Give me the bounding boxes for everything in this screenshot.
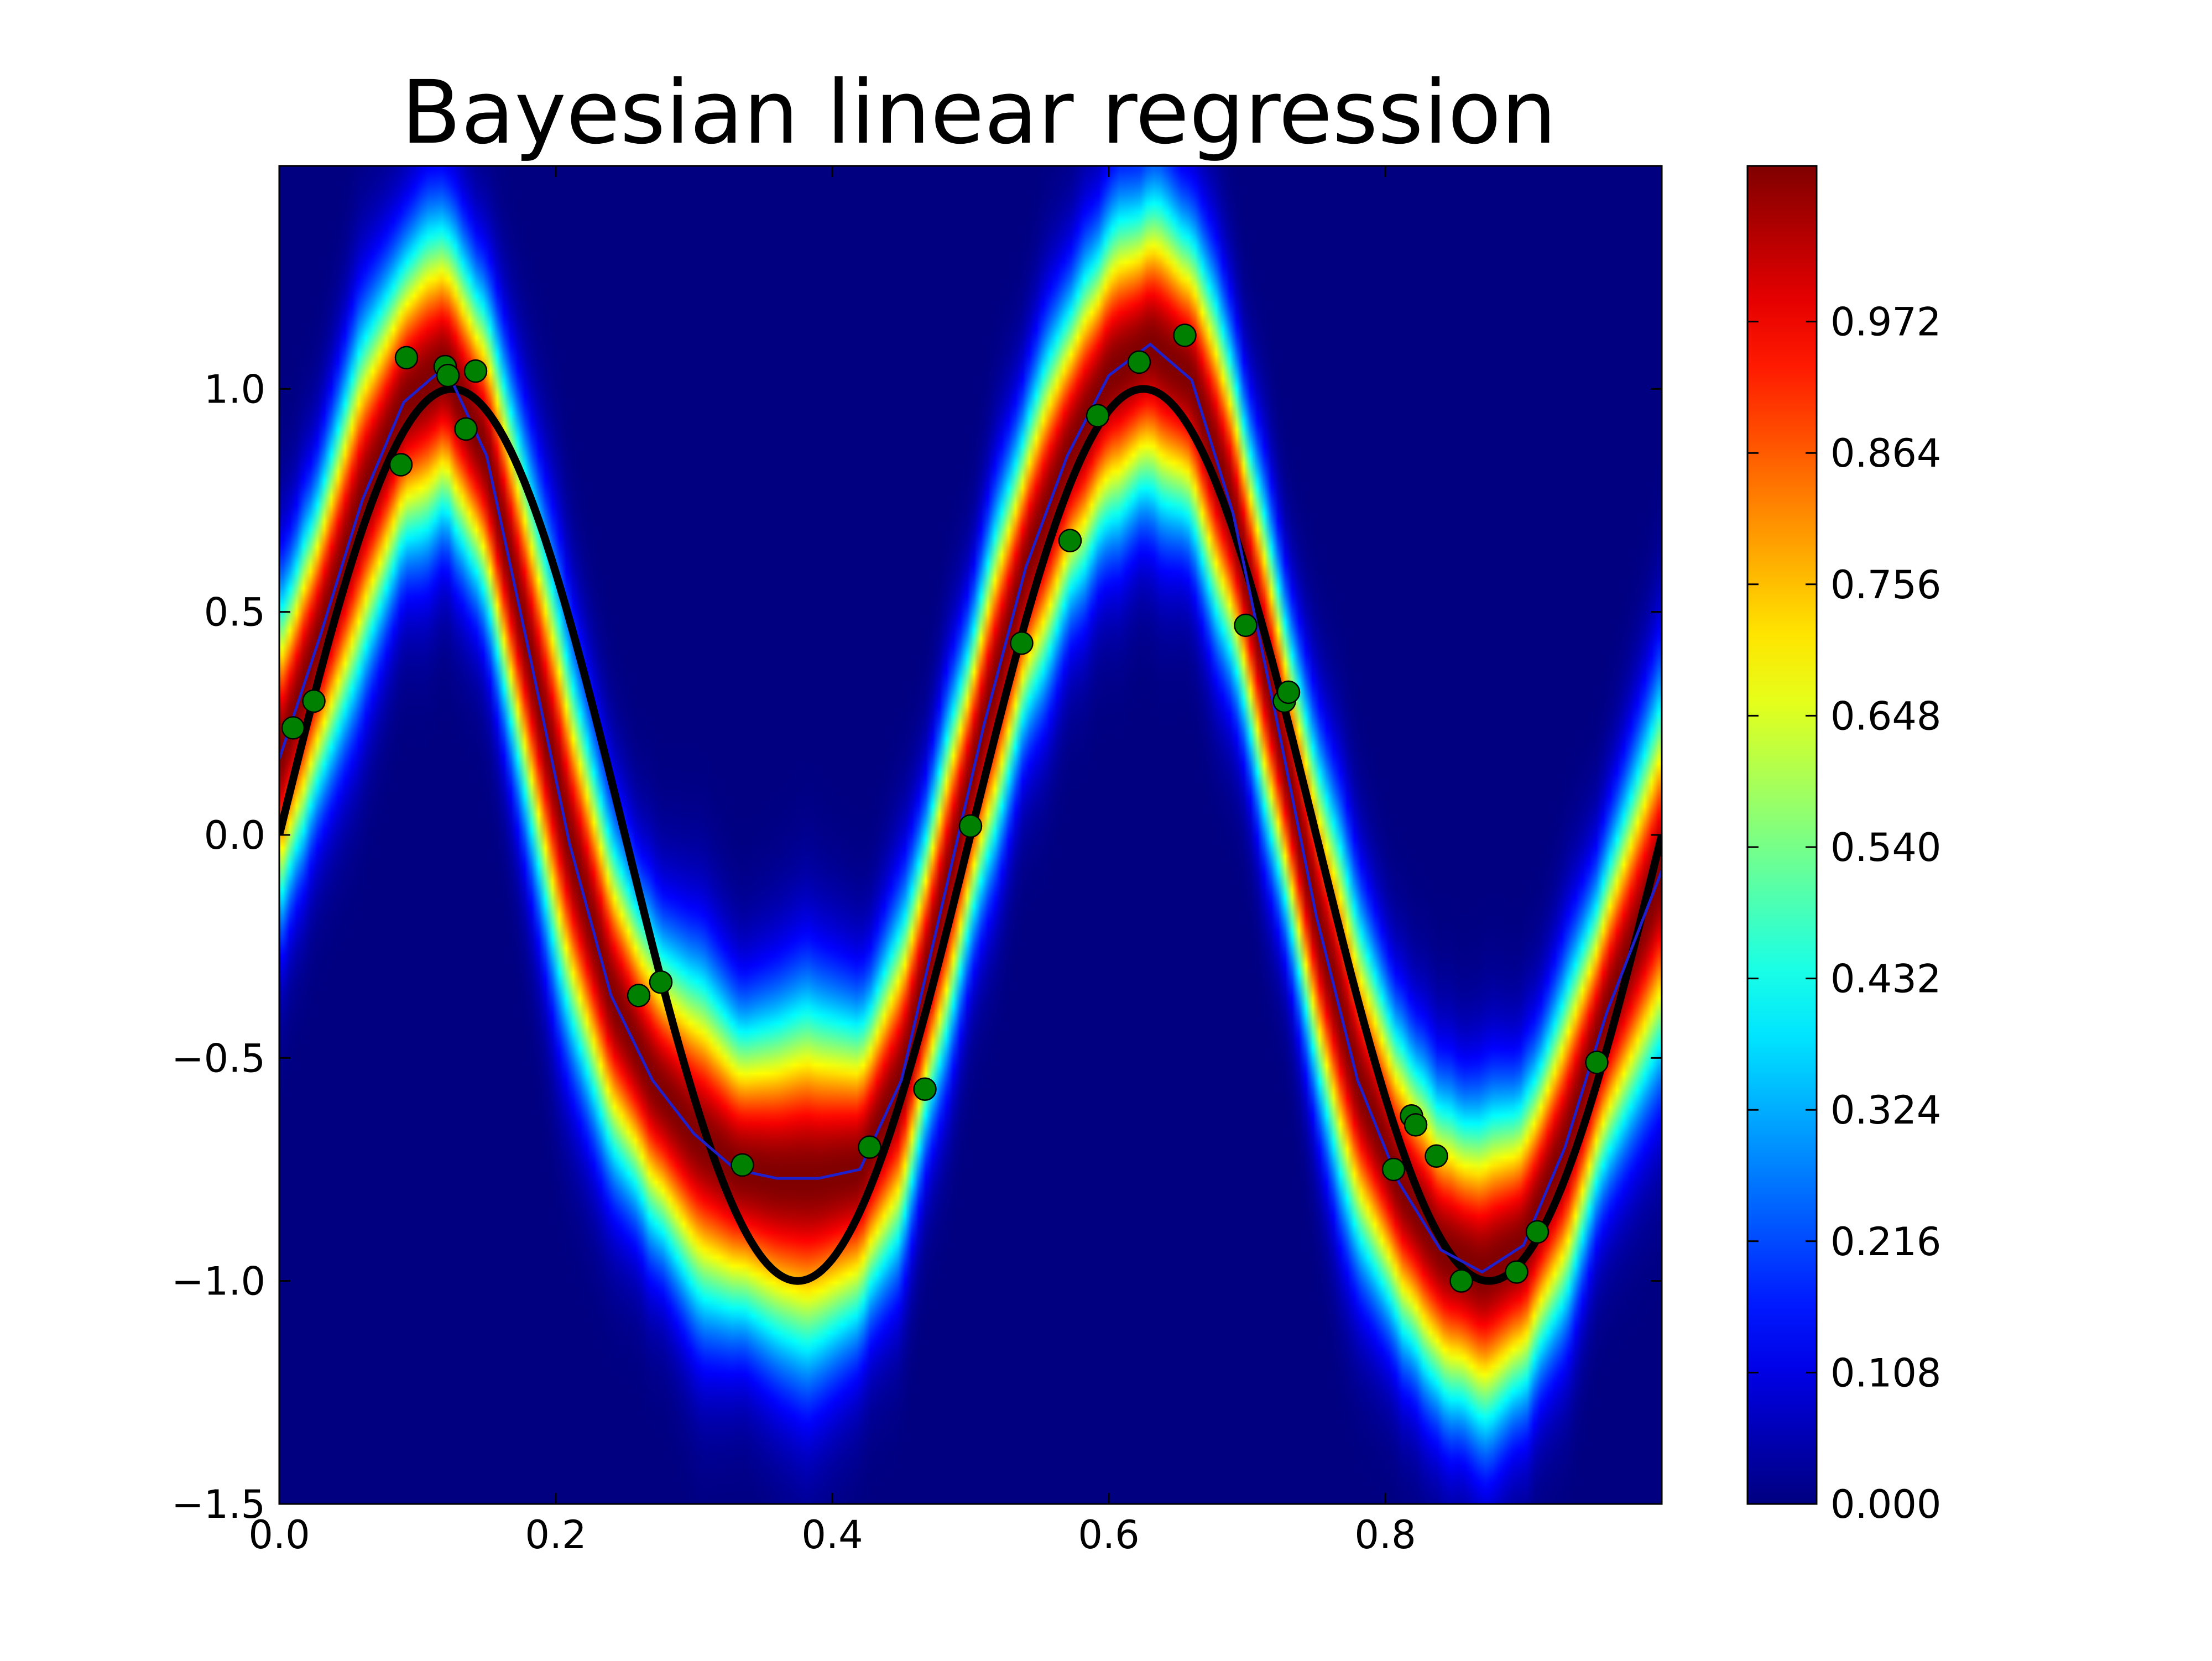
y-tick-label: −0.5 <box>171 1036 265 1081</box>
data-point <box>436 363 460 388</box>
data-point <box>1404 1113 1428 1137</box>
data-point <box>1234 613 1258 638</box>
data-point <box>1086 404 1110 427</box>
x-tick-label: 0.4 <box>801 1512 863 1558</box>
data-point <box>463 359 488 383</box>
x-tick-label: 0.6 <box>1078 1512 1139 1558</box>
y-tick-label: 1.0 <box>204 367 265 412</box>
y-tick-label: −1.5 <box>171 1482 265 1527</box>
data-point <box>454 417 478 441</box>
data-point <box>958 814 983 838</box>
x-tick-label: 0.2 <box>525 1512 586 1558</box>
colorbar-tick-label: 0.540 <box>1830 825 1941 870</box>
colorbar-tick-label: 0.216 <box>1830 1219 1941 1265</box>
data-point <box>1381 1157 1406 1182</box>
data-point <box>627 984 651 1007</box>
colorbar-tick-label: 0.324 <box>1830 1088 1941 1133</box>
data-point <box>281 716 305 740</box>
data-point <box>389 453 413 477</box>
data-point <box>1173 323 1197 347</box>
data-point <box>731 1153 754 1177</box>
colorbar-gradient <box>1746 165 1818 1505</box>
chart-title: Bayesian linear regression <box>401 62 1557 164</box>
colorbar-tick-label: 0.108 <box>1830 1350 1941 1396</box>
plot-area <box>279 166 1662 1504</box>
data-point <box>1127 350 1151 374</box>
data-point <box>858 1135 881 1159</box>
data-point <box>302 689 326 713</box>
data-point <box>913 1077 937 1101</box>
data-point <box>1449 1269 1473 1293</box>
colorbar: 0.000 0.108 0.216 0.324 0.432 0.540 0.648 0.756… <box>1746 165 1941 1527</box>
colorbar-tick-label: 0.972 <box>1830 300 1941 345</box>
y-tick-label: 0.0 <box>204 813 265 858</box>
data-point <box>394 346 419 370</box>
data-point <box>1525 1220 1550 1244</box>
colorbar-tick-label: 0.000 <box>1830 1482 1941 1527</box>
data-point <box>649 970 673 994</box>
x-tick-label: 0.8 <box>1354 1512 1416 1558</box>
predictive-mean-line <box>279 342 1662 1274</box>
x-tick-label: 0.0 <box>248 1512 310 1558</box>
y-tick-label: 0.5 <box>204 590 265 635</box>
data-point <box>1425 1144 1448 1168</box>
data-point <box>1276 680 1301 704</box>
colorbar-tick-label: 0.864 <box>1830 431 1941 476</box>
data-point <box>1010 631 1034 655</box>
colorbar-tick-label: 0.756 <box>1830 562 1941 608</box>
data-point <box>1505 1260 1528 1284</box>
axes: 0.0 0.2 0.4 0.6 0.8 −1.5 −1.0 −0.5 0.0 0.5 1.0 <box>171 165 1663 1558</box>
y-tick-label: −1.0 <box>171 1259 265 1304</box>
colorbar-tick-label: 0.648 <box>1830 693 1941 739</box>
data-point <box>1058 529 1082 552</box>
data-point <box>1585 1051 1609 1074</box>
colorbar-tick-label: 0.432 <box>1830 957 1941 1002</box>
